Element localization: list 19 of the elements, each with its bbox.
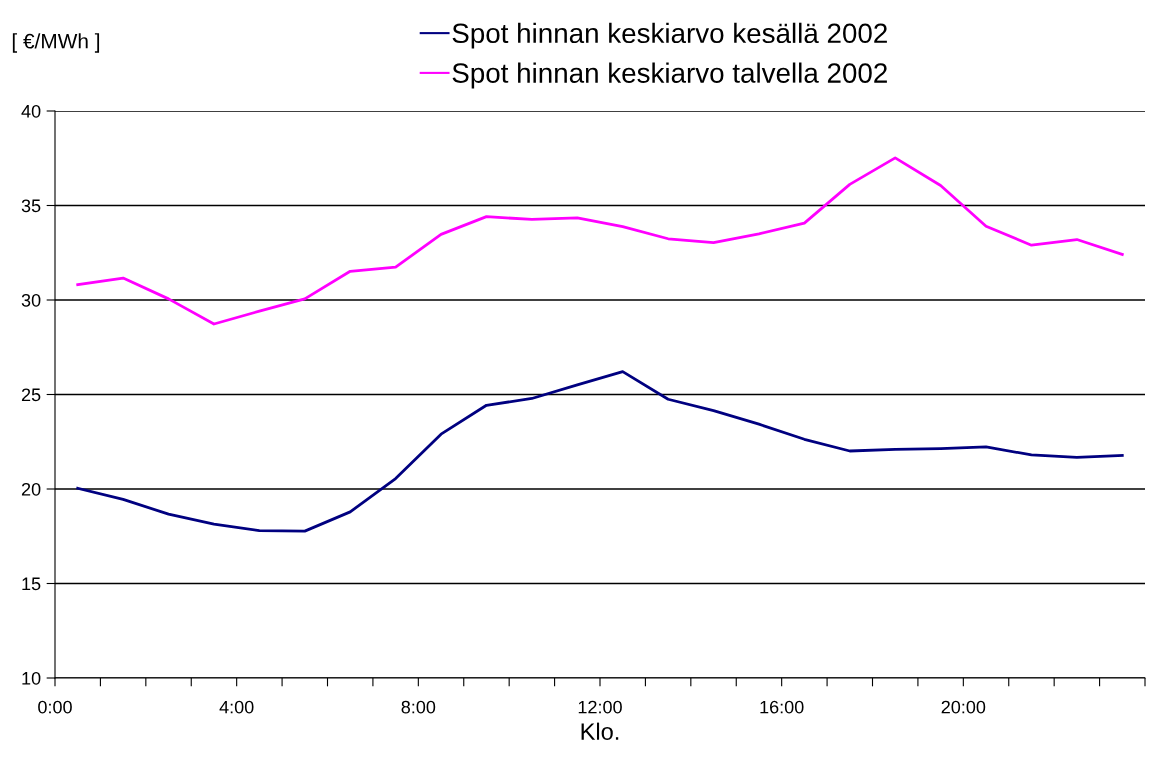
x-tick-label: 0:00 [38,700,72,714]
legend-label: Spot hinnan keskiarvo talvella 2002 [452,62,887,89]
x-tick-label: 12:00 [578,700,622,714]
y-tick-label: 40 [21,104,41,118]
x-axis-title: Klo. [581,722,619,740]
y-tick-label: 10 [22,671,41,685]
x-tick-label: 16:00 [760,700,804,714]
x-tick-label: 4:00 [219,700,254,714]
y-tick-label: 25 [21,388,41,402]
x-tick-label: 20:00 [941,700,986,714]
line-series [76,370,1124,533]
y-tick-label: 30 [21,293,41,307]
y-tick-label: 20 [21,482,41,496]
y-tick-label: 35 [21,199,41,213]
line-series [76,156,1124,326]
y-tick-label: 15 [22,577,41,591]
y-axis-title: [ €/MWh ] [12,33,100,53]
x-tick-label: 8:00 [401,700,436,714]
legend-label: Spot hinnan keskiarvo kesällä 2002 [452,22,887,49]
